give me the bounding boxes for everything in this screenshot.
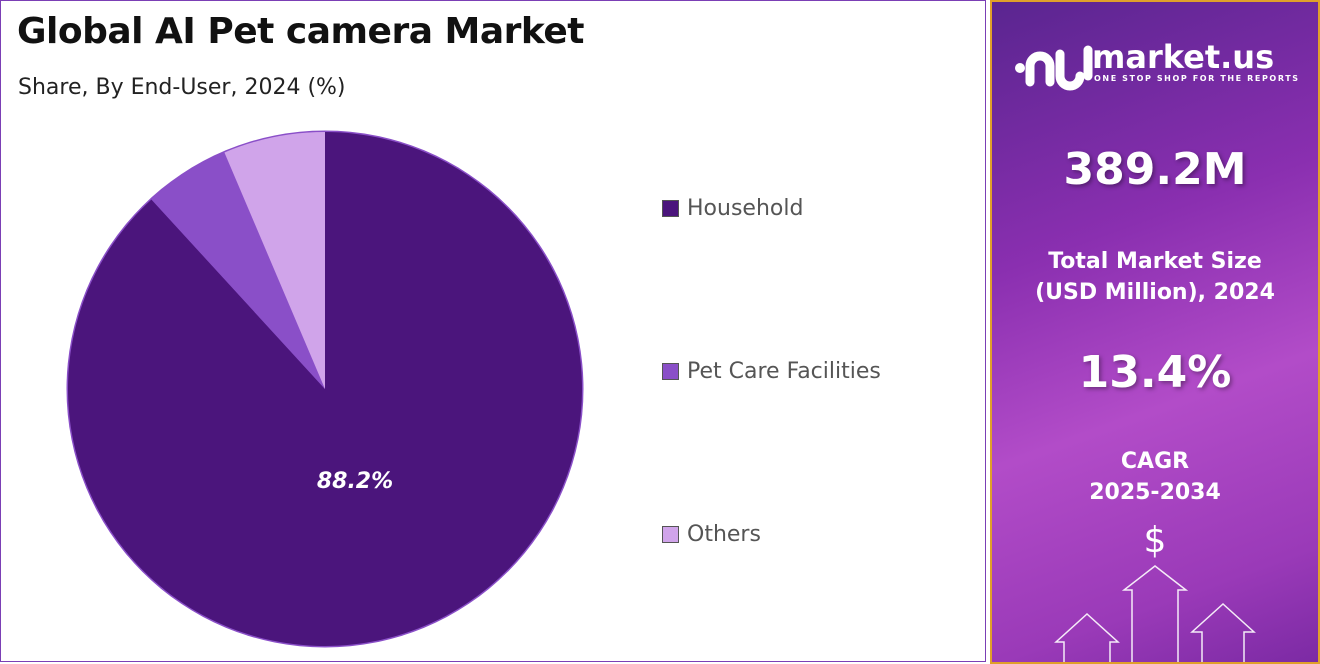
growth-arrows-icon bbox=[1054, 565, 1256, 662]
dollar-icon: $ bbox=[1143, 520, 1167, 561]
brand-tagline: ONE STOP SHOP FOR THE REPORTS bbox=[1094, 74, 1300, 83]
chart-title: Global AI Pet camera Market bbox=[17, 11, 585, 52]
market-size-label-2: (USD Million), 2024 bbox=[1035, 280, 1275, 305]
cagr-label-2: 2025-2034 bbox=[1089, 480, 1221, 505]
pie-chart: 88.2% bbox=[66, 130, 584, 648]
summary-panel: market.us ONE STOP SHOP FOR THE REPORTS … bbox=[990, 0, 1320, 664]
data-label-household: 88.2% bbox=[317, 469, 393, 494]
pie-slice-others bbox=[224, 132, 325, 389]
chart-panel: Global AI Pet camera Market Share, By En… bbox=[0, 0, 986, 662]
cagr-value: 13.4% bbox=[1078, 347, 1232, 398]
legend-swatch bbox=[662, 200, 679, 217]
legend-swatch bbox=[662, 526, 679, 543]
pie-slice-pet-care-facilities bbox=[151, 152, 325, 389]
market-size-label-1: Total Market Size bbox=[1048, 249, 1262, 274]
market-size-value: 389.2M bbox=[1063, 144, 1247, 195]
chart-subtitle: Share, By End-User, 2024 (%) bbox=[18, 75, 346, 100]
cagr-label-1: CAGR bbox=[1120, 449, 1190, 474]
legend-item-household: Household bbox=[662, 196, 803, 221]
legend-swatch bbox=[662, 363, 679, 380]
market-us-logo-icon bbox=[1015, 45, 1093, 91]
legend-item-pet-care-facilities: Pet Care Facilities bbox=[662, 359, 881, 384]
brand-name: market.us bbox=[1092, 38, 1275, 76]
legend-item-others: Others bbox=[662, 522, 761, 547]
